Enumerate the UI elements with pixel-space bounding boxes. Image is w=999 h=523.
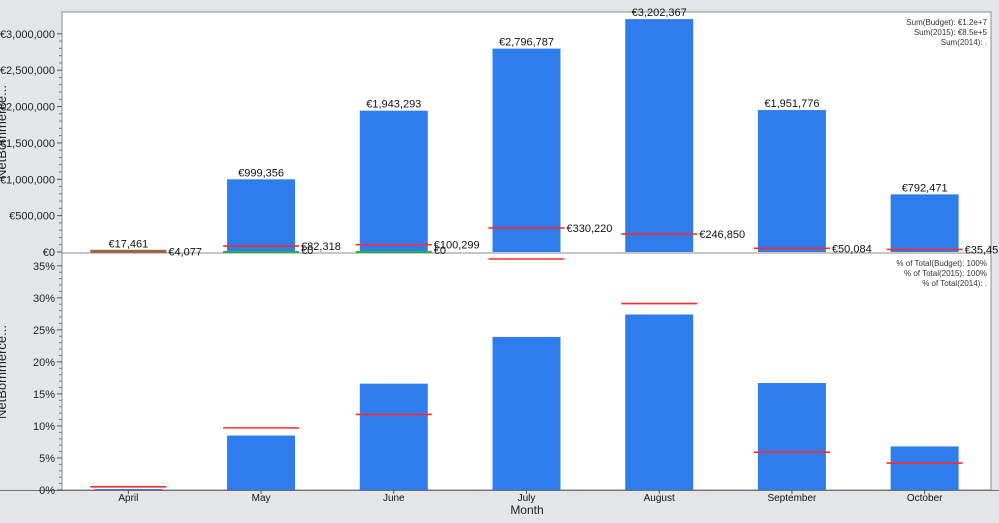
top-y-tick-label: €1,000,000 [0,174,55,186]
top-y-axis-label: NetBommerce... [0,85,9,179]
top-y-tick-label: €0 [43,247,55,259]
top-line-label-2014: €0 [434,245,446,257]
bottom-y-tick-label: 0% [39,485,55,497]
top-line-label-2015: €246,850 [699,229,745,241]
bottom-y-axis-label: NetBommerce... [0,325,9,419]
top-summary: Sum(Budget): €1.2e+7 Sum(2015): €8.5e+5 … [906,18,987,47]
top-y-tick-label: €1,500,000 [0,138,55,150]
bottom-y-tick-label: 15% [33,389,55,401]
chart-marks: €0 €500,000 €1,000,000 €1,500,000 €2,000,000… [0,7,998,504]
top-line-label-2015: €82,318 [301,241,341,253]
bottom-bar-budget [94,489,163,490]
bottom-bar-budget [492,336,561,490]
top-line-label-2015: €35,45 [965,244,999,256]
top-summary-line-3: Sum(2014): . [941,38,987,47]
bottom-bar-budget [359,383,428,490]
x-axis-label: Month [510,503,543,517]
x-tick-label: June [383,493,405,504]
bottom-y-tick-label: 35% [33,261,55,273]
bottom-summary-line-3: % of Total(2014): . [922,279,987,288]
top-bar-budget [890,194,959,252]
x-tick-label: October [907,493,943,504]
top-bar-budget [227,179,296,252]
top-summary-line-1: Sum(Budget): €1.2e+7 [906,18,987,27]
bottom-y-tick-label: 5% [39,453,55,465]
top-line-label-2015: €50,084 [832,243,872,255]
top-bar-label-budget: €3,202,367 [632,7,687,19]
bottom-summary-line-1: % of Total(Budget): 100% [896,259,987,268]
bottom-bar-budget [890,446,959,490]
bottom-summary: % of Total(Budget): 100% % of Total(2015… [896,259,987,288]
x-tick-label: May [252,493,271,504]
top-bar-label-budget: €2,796,787 [499,37,554,49]
top-bar-budget [757,110,826,252]
x-tick-label: April [118,493,138,504]
top-line-label-2014: €0 [301,245,313,257]
bottom-y-tick-label: 25% [33,325,55,337]
top-line-label-2015: €330,220 [567,223,613,235]
top-bar-budget [492,48,561,253]
x-tick-label: July [518,493,536,504]
bottom-bar-budget [757,383,826,490]
top-bar-label-budget: €999,356 [238,167,284,179]
bottom-bar-budget [227,435,296,490]
x-tick-label: August [644,493,675,504]
top-y-tick-label: €2,000,000 [0,102,55,114]
top-y-tick-label: €3,000,000 [0,29,55,41]
bottom-bar-budget [625,314,694,490]
top-y-tick-label: €2,500,000 [0,65,55,77]
bottom-y-tick-label: 30% [33,293,55,305]
top-bar-label-budget: €1,943,293 [366,99,421,111]
bottom-y-tick-label: 10% [33,421,55,433]
top-bar-label-budget: €1,951,776 [764,98,819,110]
top-y-tick-label: €500,000 [9,211,55,223]
bottom-summary-line-2: % of Total(2015): 100% [904,269,987,278]
top-bar-label-budget: €17,461 [108,239,148,251]
x-tick-label: September [767,493,817,504]
top-bar-budget [359,110,428,252]
bottom-y-tick-label: 20% [33,357,55,369]
top-bar-budget [625,19,694,252]
top-bar-label-budget: €792,471 [902,182,948,194]
top-summary-line-2: Sum(2015): €8.5e+5 [914,28,988,37]
top-line-label-2015: €100,299 [434,240,480,252]
top-line-label-2015: €4,077 [168,247,202,259]
